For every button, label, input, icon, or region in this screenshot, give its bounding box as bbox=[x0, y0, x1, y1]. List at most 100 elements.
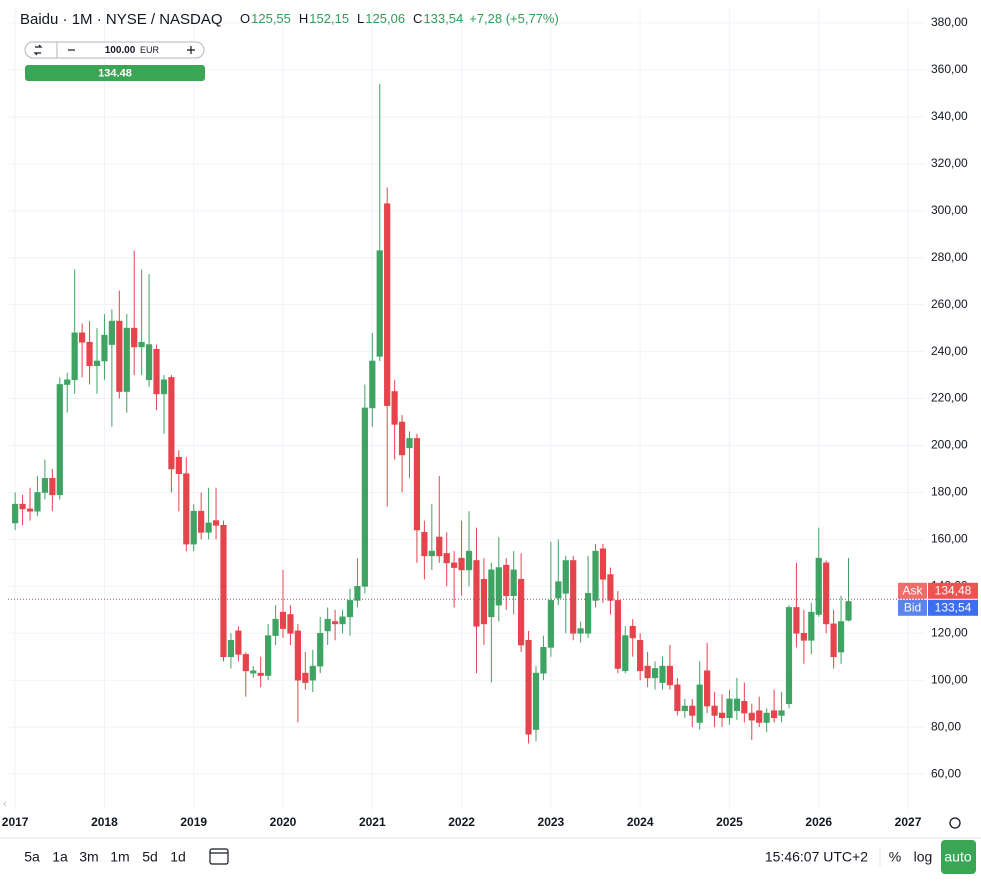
candle-body bbox=[458, 557, 465, 571]
candle-body bbox=[629, 625, 636, 639]
auto-button-bg[interactable] bbox=[941, 840, 976, 874]
x-tick-label: 2017 bbox=[2, 815, 29, 829]
date-range-icon[interactable] bbox=[209, 848, 229, 865]
candle-body bbox=[674, 684, 681, 712]
scale-button[interactable]: % bbox=[889, 849, 901, 865]
candle-body bbox=[756, 710, 763, 723]
settings-icon[interactable] bbox=[949, 817, 961, 829]
ask-price: 134,48 bbox=[935, 583, 972, 597]
candles bbox=[12, 84, 852, 744]
bid-price-tag bbox=[928, 599, 978, 616]
candle-body bbox=[398, 421, 406, 456]
candle-body bbox=[599, 548, 607, 580]
ohlc-key: O bbox=[240, 11, 250, 26]
candle-body bbox=[235, 630, 242, 655]
ohlc-value: 133,54 bbox=[423, 11, 463, 26]
candle-body bbox=[361, 407, 368, 587]
candle-body bbox=[614, 600, 621, 669]
timeframe-button[interactable]: 5a bbox=[24, 849, 40, 865]
y-tick-label: 300,00 bbox=[931, 203, 968, 217]
candle-body bbox=[153, 348, 160, 395]
candle-body bbox=[443, 553, 450, 564]
candle-body bbox=[726, 698, 733, 719]
swap-icon[interactable] bbox=[33, 44, 43, 56]
candle-body bbox=[495, 567, 502, 606]
y-tick-label: 340,00 bbox=[931, 109, 968, 123]
buy-button[interactable] bbox=[25, 65, 205, 81]
candle-body bbox=[525, 640, 532, 735]
y-tick-label: 240,00 bbox=[931, 344, 968, 358]
candle-body bbox=[785, 607, 793, 704]
candle-body bbox=[815, 557, 822, 615]
x-tick-label: 2023 bbox=[538, 815, 565, 829]
candle-body bbox=[689, 705, 696, 716]
candle-body bbox=[771, 710, 778, 719]
candle-body bbox=[584, 593, 592, 634]
y-tick-label: 260,00 bbox=[931, 297, 968, 311]
candle-body bbox=[793, 607, 800, 634]
candle-body bbox=[540, 647, 547, 674]
candle-body bbox=[250, 670, 257, 674]
x-tick-label: 2024 bbox=[627, 815, 654, 829]
candle-body bbox=[64, 379, 71, 385]
candle-body bbox=[86, 341, 93, 366]
timeframe-button[interactable]: 3m bbox=[79, 849, 98, 865]
candle-body bbox=[413, 438, 421, 531]
candle-body bbox=[138, 341, 145, 348]
candle-body bbox=[272, 618, 279, 636]
candle-body bbox=[212, 520, 220, 526]
ohlc-legend: O125,55 H152,15 L125,06 C133,54 +7,28 (+5,77… bbox=[240, 11, 559, 26]
candle-body bbox=[324, 618, 331, 632]
candle-body bbox=[748, 712, 755, 721]
candle-body bbox=[718, 712, 726, 719]
y-tick-label: 220,00 bbox=[931, 391, 968, 405]
candle-body bbox=[421, 532, 428, 557]
candle-body bbox=[823, 562, 830, 625]
scale-button[interactable]: log bbox=[914, 849, 933, 865]
candle-body bbox=[518, 578, 525, 646]
candle-body bbox=[607, 574, 614, 601]
candle-body bbox=[428, 550, 435, 557]
candle-body bbox=[190, 510, 197, 545]
quantity: 100.00 bbox=[105, 45, 136, 56]
scroll-left[interactable]: ‹ bbox=[3, 798, 7, 810]
candle-body bbox=[79, 332, 86, 343]
candle-body bbox=[302, 672, 309, 683]
candle-body bbox=[71, 332, 78, 381]
candle-body bbox=[279, 611, 287, 629]
candle-body bbox=[644, 665, 651, 679]
timeframe-button[interactable]: 1m bbox=[110, 849, 129, 865]
quantity-box[interactable] bbox=[24, 41, 205, 59]
candle-body bbox=[845, 601, 852, 621]
timeframe-button[interactable]: 5d bbox=[142, 849, 158, 865]
timeframe-button[interactable]: 1d bbox=[170, 849, 186, 865]
candle-body bbox=[570, 560, 577, 634]
plus-button[interactable] bbox=[187, 46, 195, 54]
bid-price: 133,54 bbox=[935, 600, 972, 614]
candle-body bbox=[369, 360, 376, 409]
candle-body bbox=[733, 698, 740, 712]
ohlc-value: 152,15 bbox=[309, 11, 349, 26]
candle-body bbox=[384, 203, 391, 406]
candle-body bbox=[34, 492, 41, 512]
bid-tag bbox=[898, 599, 927, 616]
candle-body bbox=[116, 320, 123, 392]
x-tick-label: 2022 bbox=[448, 815, 475, 829]
ohlc-key: L bbox=[357, 11, 364, 26]
y-tick-label: 120,00 bbox=[931, 625, 968, 639]
candle-body bbox=[168, 377, 175, 470]
candle-body bbox=[592, 550, 599, 601]
scale-button[interactable]: auto bbox=[944, 849, 971, 865]
candle-body bbox=[257, 672, 264, 676]
candle-body bbox=[465, 550, 473, 571]
candle-body bbox=[198, 510, 205, 533]
y-tick-label: 180,00 bbox=[931, 485, 968, 499]
candle-body bbox=[808, 611, 815, 641]
candle-body bbox=[183, 473, 190, 545]
y-tick-label: 280,00 bbox=[931, 250, 968, 264]
timeframe-button[interactable]: 1a bbox=[52, 849, 68, 865]
ask-name: Ask bbox=[902, 583, 923, 597]
toolbar: 5a 1a 3m 1m 5d 1d% log auto bbox=[24, 840, 976, 874]
candle-body bbox=[637, 640, 644, 672]
candle-body bbox=[510, 569, 517, 597]
